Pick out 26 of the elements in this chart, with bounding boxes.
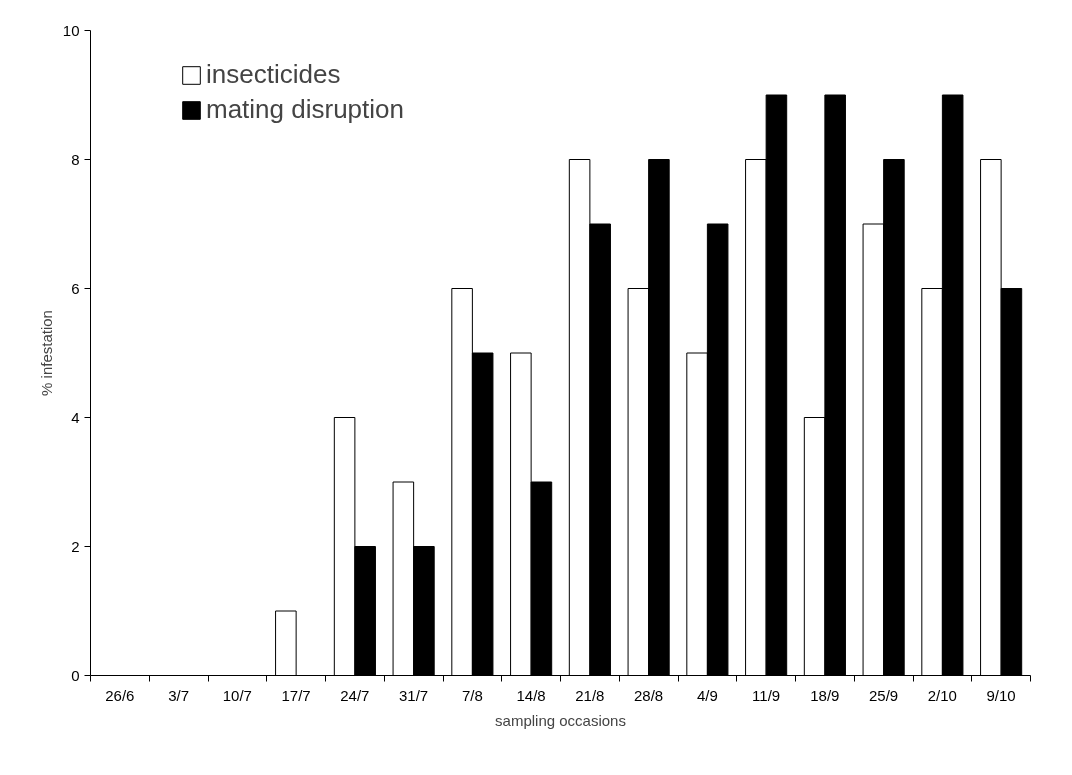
y-tick-label: 10 [62, 21, 80, 39]
x-tick-label: 21/8 [575, 686, 605, 704]
x-tick-label: 9/10 [986, 686, 1016, 704]
x-tick-label: 11/9 [752, 686, 781, 704]
x-axis-title: sampling occasions [495, 711, 626, 729]
y-tick-label: 6 [71, 279, 80, 297]
y-tick-label: 8 [71, 150, 80, 168]
x-tick-label: 4/9 [696, 686, 718, 704]
x-tick-label: 7/8 [461, 686, 483, 704]
x-tick-label: 28/8 [634, 686, 664, 704]
legend-label: mating disruption [206, 94, 404, 125]
x-tick-label: 24/7 [340, 686, 370, 704]
x-tick-label: 10/7 [222, 686, 252, 704]
y-axis-title: % infestation [37, 310, 55, 396]
x-tick-label: 31/7 [399, 686, 429, 704]
x-tick-label: 26/6 [105, 686, 135, 704]
x-tick-label: 25/9 [869, 686, 899, 704]
y-tick-label: 0 [71, 666, 80, 684]
legend-label: insecticides [206, 59, 341, 90]
x-tick-label: 14/8 [516, 686, 546, 704]
y-tick-label: 2 [71, 537, 80, 555]
x-tick-label: 3/7 [168, 686, 190, 704]
y-tick-label: 4 [71, 408, 80, 426]
x-tick-label: 18/9 [810, 686, 840, 704]
x-tick-label: 2/10 [927, 686, 957, 704]
x-tick-label: 17/7 [281, 686, 311, 704]
